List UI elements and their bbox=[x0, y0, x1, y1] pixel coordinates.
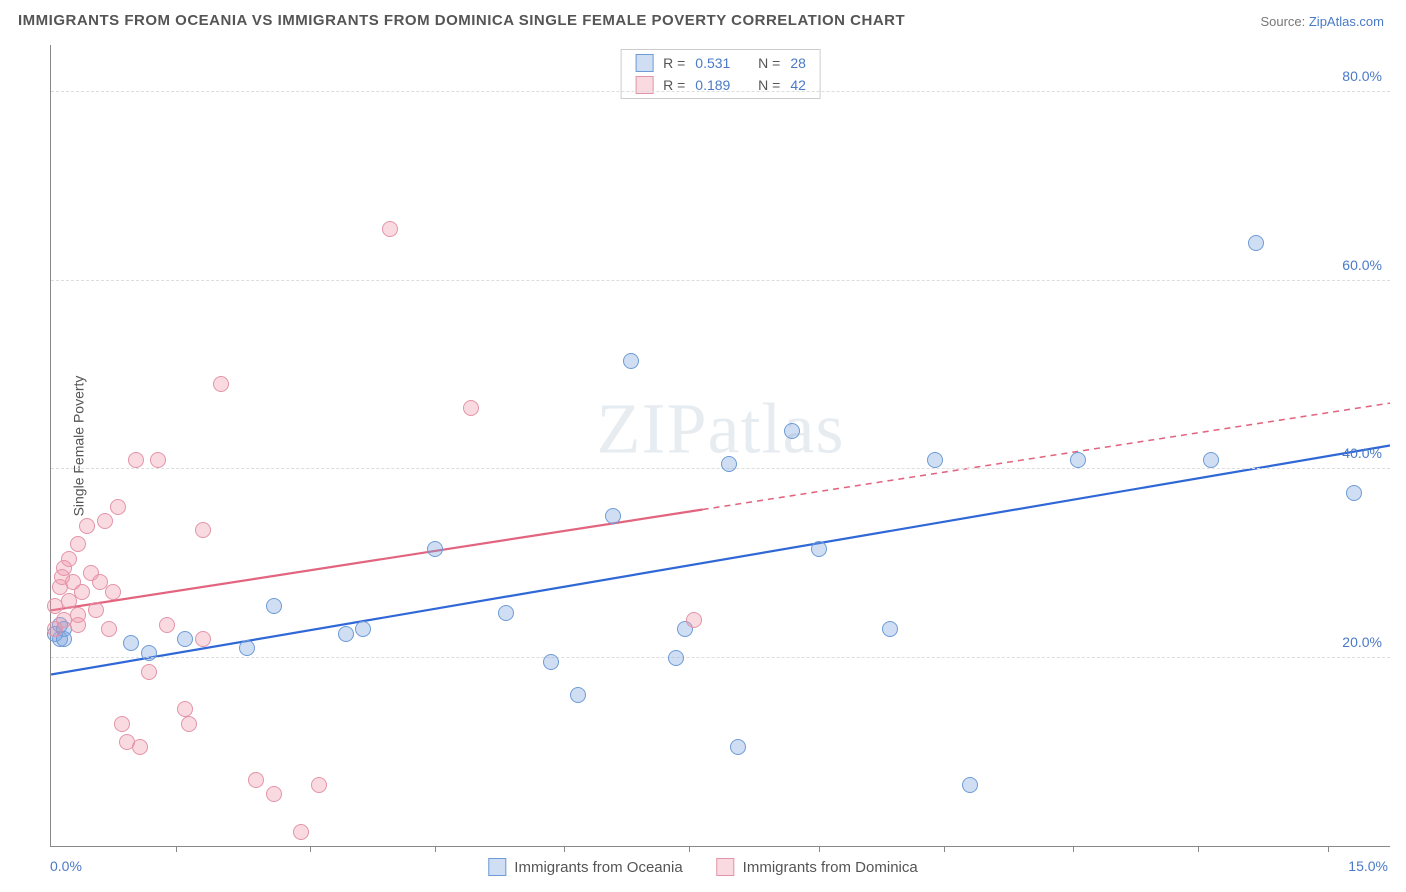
data-point bbox=[293, 824, 309, 840]
data-point bbox=[882, 621, 898, 637]
x-tick-mark bbox=[689, 846, 690, 852]
data-point bbox=[97, 513, 113, 529]
data-point bbox=[927, 452, 943, 468]
data-point bbox=[570, 687, 586, 703]
y-tick-label: 60.0% bbox=[1342, 257, 1382, 273]
x-tick-mark bbox=[1328, 846, 1329, 852]
data-point bbox=[195, 631, 211, 647]
data-point bbox=[962, 777, 978, 793]
data-point bbox=[150, 452, 166, 468]
gridline bbox=[51, 280, 1390, 281]
legend-item: Immigrants from Oceania bbox=[488, 858, 682, 876]
data-point bbox=[159, 617, 175, 633]
data-point bbox=[686, 612, 702, 628]
data-point bbox=[811, 541, 827, 557]
data-point bbox=[141, 645, 157, 661]
r-label: R = bbox=[663, 55, 685, 71]
data-point bbox=[132, 739, 148, 755]
r-value: 0.531 bbox=[695, 55, 730, 71]
data-point bbox=[79, 518, 95, 534]
data-point bbox=[88, 602, 104, 618]
x-tick-mark bbox=[564, 846, 565, 852]
x-tick-mark bbox=[435, 846, 436, 852]
data-point bbox=[1346, 485, 1362, 501]
data-point bbox=[110, 499, 126, 515]
data-point bbox=[543, 654, 559, 670]
x-axis-max-label: 15.0% bbox=[1348, 858, 1388, 874]
data-point bbox=[181, 716, 197, 732]
gridline bbox=[51, 468, 1390, 469]
y-tick-label: 40.0% bbox=[1342, 445, 1382, 461]
data-point bbox=[74, 584, 90, 600]
data-point bbox=[730, 739, 746, 755]
data-point bbox=[123, 635, 139, 651]
source-link[interactable]: ZipAtlas.com bbox=[1309, 14, 1384, 29]
data-point bbox=[61, 551, 77, 567]
data-point bbox=[498, 605, 514, 621]
data-point bbox=[195, 522, 211, 538]
data-point bbox=[213, 376, 229, 392]
legend-swatch bbox=[717, 858, 735, 876]
data-point bbox=[248, 772, 264, 788]
data-point bbox=[1248, 235, 1264, 251]
x-tick-mark bbox=[1073, 846, 1074, 852]
data-point bbox=[177, 631, 193, 647]
legend-item: Immigrants from Dominica bbox=[717, 858, 918, 876]
x-axis-min-label: 0.0% bbox=[50, 858, 82, 874]
legend-label: Immigrants from Dominica bbox=[743, 859, 918, 876]
data-point bbox=[605, 508, 621, 524]
y-tick-label: 20.0% bbox=[1342, 634, 1382, 650]
source-label: Source: bbox=[1260, 14, 1308, 29]
data-point bbox=[427, 541, 443, 557]
data-point bbox=[463, 400, 479, 416]
x-tick-mark bbox=[310, 846, 311, 852]
x-tick-mark bbox=[176, 846, 177, 852]
legend-swatch bbox=[635, 54, 653, 72]
x-tick-mark bbox=[1198, 846, 1199, 852]
source-attribution: Source: ZipAtlas.com bbox=[1260, 14, 1384, 29]
legend-label: Immigrants from Oceania bbox=[514, 859, 682, 876]
data-point bbox=[128, 452, 144, 468]
gridline bbox=[51, 657, 1390, 658]
gridline bbox=[51, 91, 1390, 92]
data-point bbox=[114, 716, 130, 732]
data-point bbox=[311, 777, 327, 793]
data-point bbox=[266, 786, 282, 802]
data-point bbox=[266, 598, 282, 614]
data-point bbox=[668, 650, 684, 666]
x-tick-mark bbox=[944, 846, 945, 852]
data-point bbox=[355, 621, 371, 637]
legend-row: R = 0.531 N = 28 bbox=[621, 52, 820, 74]
series-legend: Immigrants from Oceania Immigrants from D… bbox=[488, 858, 917, 876]
data-point bbox=[382, 221, 398, 237]
legend-swatch bbox=[488, 858, 506, 876]
n-label: N = bbox=[758, 55, 780, 71]
data-point bbox=[141, 664, 157, 680]
x-tick-mark bbox=[819, 846, 820, 852]
data-point bbox=[1070, 452, 1086, 468]
data-point bbox=[239, 640, 255, 656]
data-point bbox=[338, 626, 354, 642]
data-point bbox=[784, 423, 800, 439]
data-point bbox=[70, 607, 86, 623]
data-point bbox=[105, 584, 121, 600]
n-value: 28 bbox=[790, 55, 806, 71]
scatter-plot-area: ZIPatlas R = 0.531 N = 28 R =0.189 N =42 20… bbox=[50, 45, 1390, 847]
data-point bbox=[1203, 452, 1219, 468]
data-point bbox=[623, 353, 639, 369]
data-point bbox=[101, 621, 117, 637]
trend-lines bbox=[51, 45, 1390, 846]
chart-title: IMMIGRANTS FROM OCEANIA VS IMMIGRANTS FR… bbox=[18, 12, 905, 29]
data-point bbox=[721, 456, 737, 472]
y-tick-label: 80.0% bbox=[1342, 68, 1382, 84]
legend-row: R =0.189 N =42 bbox=[621, 74, 820, 96]
data-point bbox=[70, 536, 86, 552]
watermark: ZIPatlas bbox=[597, 388, 845, 471]
